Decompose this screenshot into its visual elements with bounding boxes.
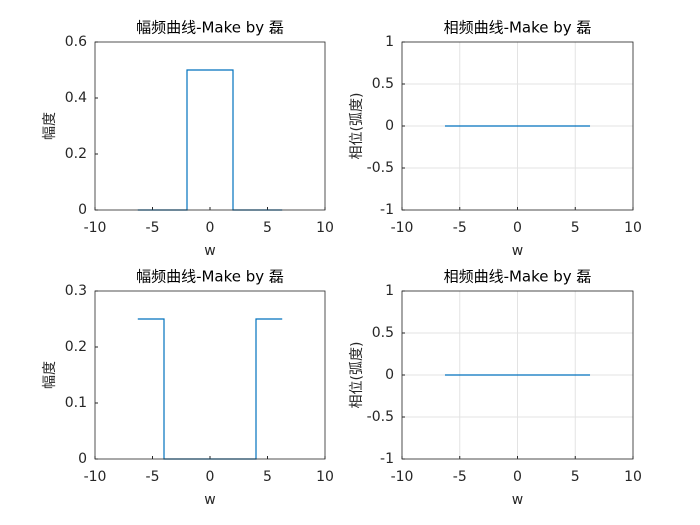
x-tick-label: 5	[571, 469, 580, 485]
x-tick-label: 5	[263, 220, 272, 236]
y-tick-label: 0.1	[65, 395, 87, 411]
x-axis-label: w	[204, 492, 215, 508]
x-tick-label: 0	[513, 220, 522, 236]
y-tick-label: -1	[380, 451, 394, 467]
x-tick-label: 0	[206, 469, 215, 485]
chart-title: 幅频曲线-Make by 磊	[136, 268, 284, 286]
y-tick-label: 0.4	[65, 90, 87, 106]
x-tick-label: -5	[146, 220, 160, 236]
y-tick-label: 0.2	[65, 146, 87, 162]
x-tick-label: 0	[513, 469, 522, 485]
axes-background	[95, 291, 325, 459]
x-tick-label: 10	[624, 220, 642, 236]
x-tick-label: 10	[316, 469, 334, 485]
y-axis-label: 幅度	[42, 361, 58, 389]
y-tick-label: 1	[385, 283, 394, 299]
x-tick-label: 0	[206, 220, 215, 236]
y-tick-label: 0.3	[65, 283, 87, 299]
axes-box	[94, 290, 326, 460]
axes-box	[401, 41, 634, 211]
x-tick-label: 5	[263, 469, 272, 485]
x-tick-label: 5	[571, 220, 580, 236]
y-tick-label: 0.6	[65, 34, 87, 50]
x-tick-label: -5	[146, 469, 160, 485]
x-tick-label: -10	[391, 220, 414, 236]
x-tick-label: -5	[453, 469, 467, 485]
axes-box	[94, 41, 326, 211]
x-tick-label: -10	[391, 469, 414, 485]
x-axis-label: w	[512, 243, 523, 259]
x-axis-label: w	[512, 492, 523, 508]
x-tick-label: 10	[624, 469, 642, 485]
y-tick-label: 0.2	[65, 339, 87, 355]
y-tick-label: -1	[380, 202, 394, 218]
x-axis-label: w	[204, 243, 215, 259]
y-tick-label: 0.5	[372, 325, 394, 341]
x-tick-label: 10	[316, 220, 334, 236]
y-axis-label: 相位(弧度)	[349, 93, 365, 160]
y-tick-label: 0	[78, 451, 87, 467]
y-tick-label: -0.5	[367, 409, 394, 425]
y-tick-label: 0.5	[372, 76, 394, 92]
chart-title: 幅频曲线-Make by 磊	[136, 19, 284, 37]
x-tick-label: -5	[453, 220, 467, 236]
y-tick-label: 1	[385, 34, 394, 50]
axes-box	[401, 290, 634, 460]
y-tick-label: 0	[385, 118, 394, 134]
x-tick-label: -10	[84, 469, 107, 485]
y-tick-label: 0	[385, 367, 394, 383]
y-axis-label: 幅度	[42, 112, 58, 140]
y-axis-label: 相位(弧度)	[349, 342, 365, 409]
x-tick-label: -10	[84, 220, 107, 236]
y-tick-label: 0	[78, 202, 87, 218]
chart-title: 相频曲线-Make by 磊	[444, 268, 592, 286]
axes-background	[95, 42, 325, 210]
y-tick-label: -0.5	[367, 160, 394, 176]
chart-title: 相频曲线-Make by 磊	[444, 19, 592, 37]
